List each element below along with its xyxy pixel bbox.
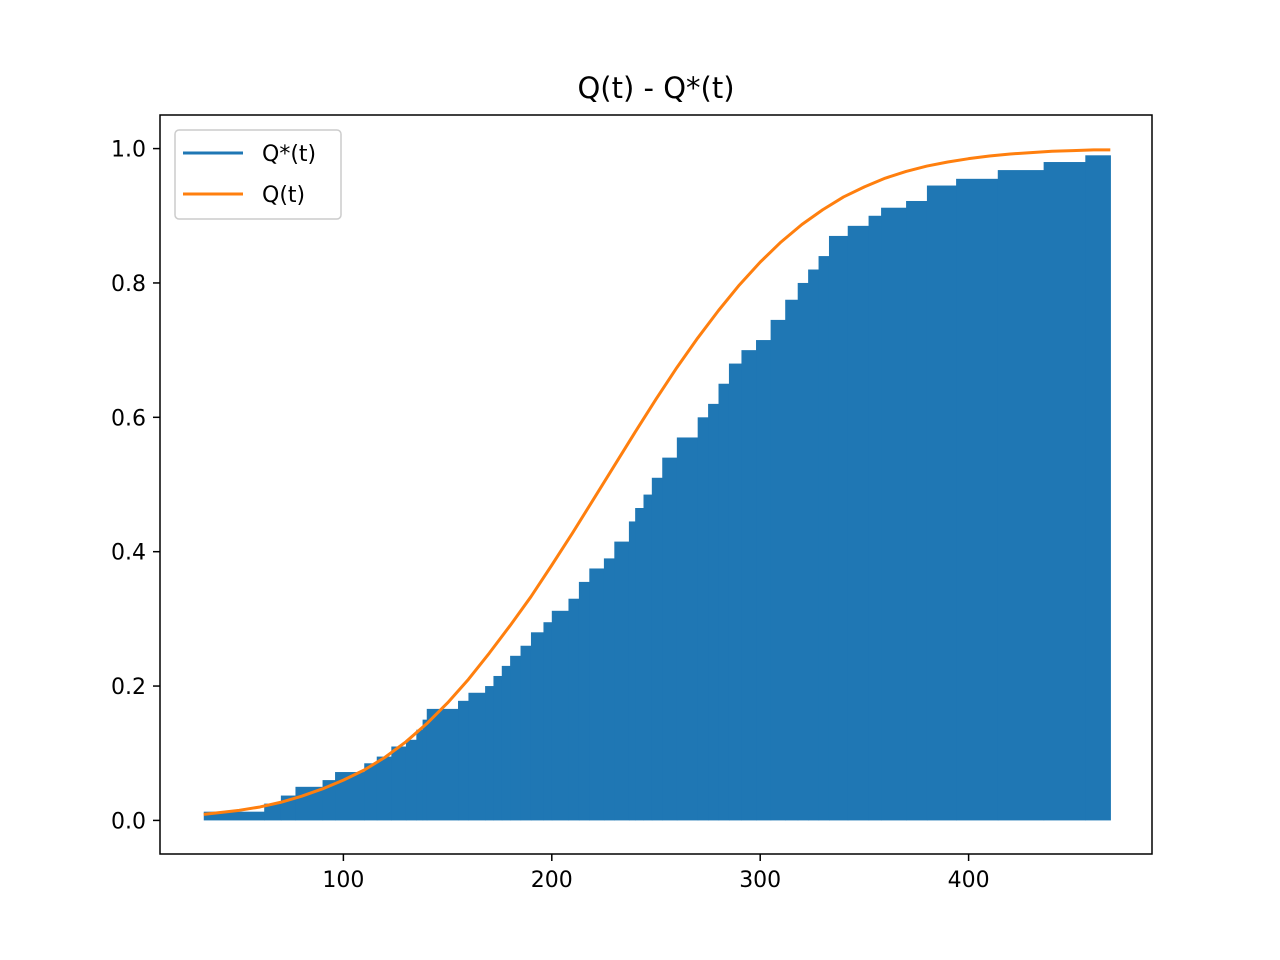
step-bar [485,686,495,821]
y-axis: 0.0 0.2 0.4 0.6 0.8 1.0 [111,138,160,834]
step-bar [551,610,570,821]
step-bar [785,299,799,821]
step-bar [697,417,709,821]
step-bar [881,207,907,821]
x-axis: 100 200 300 400 [322,854,990,893]
legend-label-q: Q(t) [262,183,305,208]
y-tick-label: 0.8 [111,272,146,297]
step-bar [264,803,282,821]
legend-label-qstar: Q*(t) [262,142,316,167]
step-bar [926,185,957,821]
x-tick-label: 400 [948,868,990,893]
step-bar [1085,155,1111,821]
step-bar [868,215,882,821]
step-bar [322,780,336,821]
step-bar [651,477,663,821]
step-bar [530,632,545,821]
plot-area [159,114,1153,855]
step-bar [741,350,757,821]
step-bar [203,811,265,821]
chart-title: Q(t) - Q*(t) [577,71,734,105]
step-bar [956,178,999,821]
step-bar [416,729,424,821]
step-bar [510,655,522,821]
step-bar [426,708,459,821]
step-bar [405,739,417,821]
step-bar [1043,162,1086,821]
step-bar [468,692,486,821]
step-bar [770,319,786,821]
step-bar [543,622,553,821]
step-bar [718,383,730,821]
y-tick-label: 0.0 [111,809,146,834]
step-bar [906,200,928,821]
step-bar [335,772,365,821]
x-tick-label: 100 [322,868,364,893]
step-bar [614,541,630,821]
step-bar [578,581,590,821]
y-tick-label: 0.6 [111,406,146,431]
step-bar [808,269,820,821]
step-bar [364,763,378,821]
step-bar [376,756,392,821]
step-bar [997,170,1045,821]
step-bar [568,598,580,821]
step-bar [501,665,511,821]
step-bar [628,521,636,821]
y-tick-label: 0.2 [111,675,146,700]
step-bar [728,363,743,821]
step-bar [643,494,653,821]
step-bar [589,568,605,821]
step-bar [797,282,809,821]
step-bar [493,675,503,821]
step-bar [295,786,324,821]
y-tick-label: 0.4 [111,541,146,566]
legend: Q*(t) Q(t) [174,129,342,220]
x-tick-label: 200 [531,868,573,893]
step-bar [662,457,678,821]
step-bar [603,558,615,821]
step-bar [422,719,428,821]
step-bar [635,508,645,821]
axes-frame [159,114,1153,855]
step-bar [756,340,772,821]
x-tick-label: 300 [739,868,781,893]
step-bar [828,235,849,821]
series-layer [203,148,1111,821]
y-tick-label: 1.0 [111,138,146,163]
step-bar [847,225,870,821]
step-bar [708,403,720,821]
step-bar [520,645,532,821]
step-bar [818,256,830,821]
q-line [203,148,1111,816]
step-bar [458,700,470,821]
step-bar [391,746,407,821]
step-bar [676,437,699,821]
